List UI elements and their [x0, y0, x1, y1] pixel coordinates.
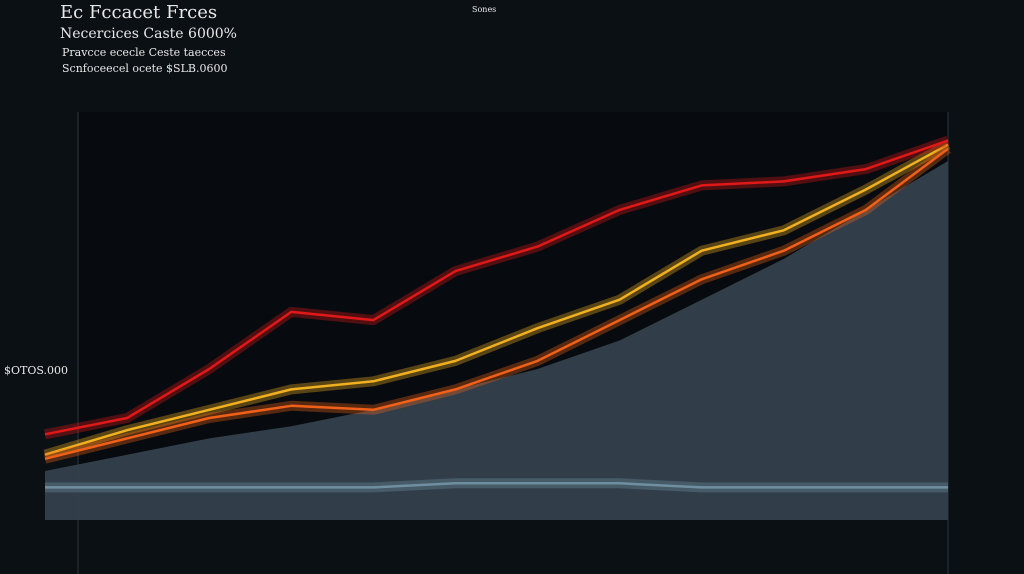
chart-subtitle: Necercices Caste 6000%	[60, 26, 237, 42]
line	[45, 482, 948, 489]
chart-title: Ec Fccacet Frces	[60, 2, 217, 23]
note: Pravcce ececle Ceste taecces	[62, 46, 226, 59]
line	[44, 143, 949, 456]
note: Scnfoceecel ocete $SLB.0600	[62, 62, 227, 75]
line	[44, 147, 949, 461]
area	[45, 161, 948, 520]
line	[44, 139, 949, 436]
y-axis-label: $OTOS.000	[4, 364, 68, 377]
note: Sones	[472, 5, 496, 14]
